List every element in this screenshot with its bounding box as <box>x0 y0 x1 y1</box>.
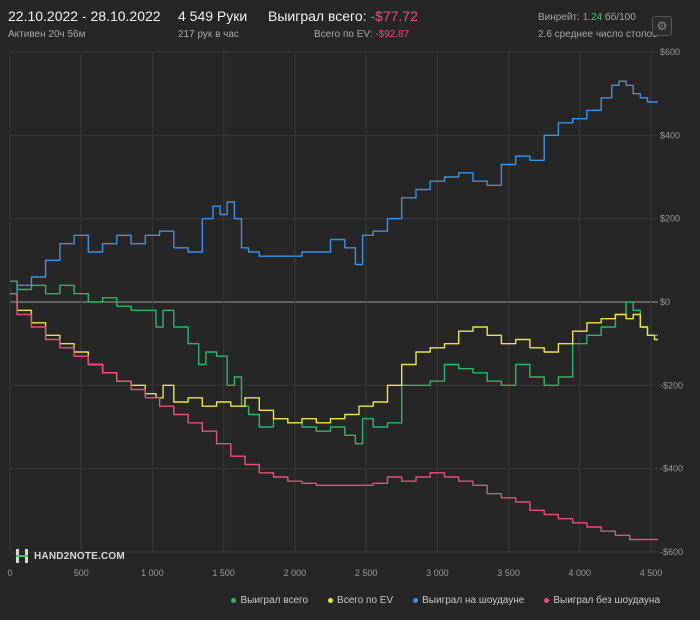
y-tick-label: $400 <box>660 130 680 140</box>
winrate-label: Винрейт: <box>538 12 580 23</box>
legend-label: Выиграл всего <box>240 594 309 606</box>
y-tick-label: $600 <box>660 47 680 57</box>
y-tick-label: $0 <box>660 297 670 307</box>
gear-icon[interactable]: ⚙ <box>652 16 672 36</box>
legend-item[interactable]: Выиграл всего <box>231 590 308 610</box>
winrate-unit: бб/100 <box>604 12 636 23</box>
logo-text: HAND2NOTE.COM <box>34 550 125 562</box>
won-value: -$77.72 <box>370 8 418 24</box>
showdown-line <box>10 80 658 295</box>
x-tick-label: 500 <box>74 568 89 578</box>
x-tick-label: 0 <box>7 568 12 578</box>
won-label: Выиграл всего: <box>268 8 367 24</box>
logo-icon <box>16 549 30 563</box>
ev-line <box>10 293 658 424</box>
x-tick-label: 3 000 <box>426 568 449 578</box>
x-tick-label: 4 000 <box>569 568 592 578</box>
stats-header: 22.10.2022 - 28.10.2022 Активен 20ч 56м … <box>0 0 700 48</box>
legend-dot-icon <box>544 597 550 603</box>
date-range: 22.10.2022 - 28.10.2022 <box>8 8 161 24</box>
won-line <box>10 280 658 445</box>
x-tick-label: 1 000 <box>141 568 164 578</box>
y-tick-label: -$200 <box>660 380 683 390</box>
ev-label: Всего по EV: <box>314 29 373 40</box>
y-tick-label: -$600 <box>660 547 683 557</box>
legend-label: Выиграл без шоудауна <box>553 594 660 606</box>
x-tick-label: 3 500 <box>497 568 520 578</box>
legend-dot-icon <box>231 597 237 603</box>
y-tick-label: -$400 <box>660 464 683 474</box>
active-time: Активен 20ч 56м <box>8 29 86 40</box>
winrate-value: 1.24 <box>582 12 603 23</box>
legend-dot-icon <box>413 597 419 603</box>
ev-value: -$92.87 <box>375 29 410 40</box>
x-tick-label: 1 500 <box>212 568 235 578</box>
x-tick-label: 2 000 <box>284 568 307 578</box>
x-tick-label: 4 500 <box>640 568 663 578</box>
hands-per-hour: 217 рук в час <box>178 29 239 40</box>
legend-item[interactable]: Всего по EV <box>328 590 393 610</box>
legend-item[interactable]: Выиграл без шоудауна <box>544 590 660 610</box>
ev-total: Всего по EV: -$92.87 <box>314 29 409 40</box>
legend-item[interactable]: Выиграл на шоудауне <box>413 590 524 610</box>
avg-tables: 2.6 среднее число столов <box>538 29 658 40</box>
legend-label: Всего по EV <box>337 594 394 606</box>
y-tick-label: $200 <box>660 214 680 224</box>
legend-label: Выиграл на шоудауне <box>422 594 525 606</box>
won-total: Выиграл всего: -$77.72 <box>268 8 418 24</box>
hands-count: 4 549 Руки <box>178 8 248 24</box>
x-tick-label: 2 500 <box>355 568 378 578</box>
legend-dot-icon <box>328 597 334 603</box>
nonshowdown-line <box>10 293 658 541</box>
hand2note-logo: HAND2NOTE.COM <box>16 546 125 566</box>
winrate: Винрейт: 1.24 бб/100 <box>538 12 636 23</box>
chart-legend: Выиграл всего Всего по EV Выиграл на шоуда… <box>0 590 660 610</box>
